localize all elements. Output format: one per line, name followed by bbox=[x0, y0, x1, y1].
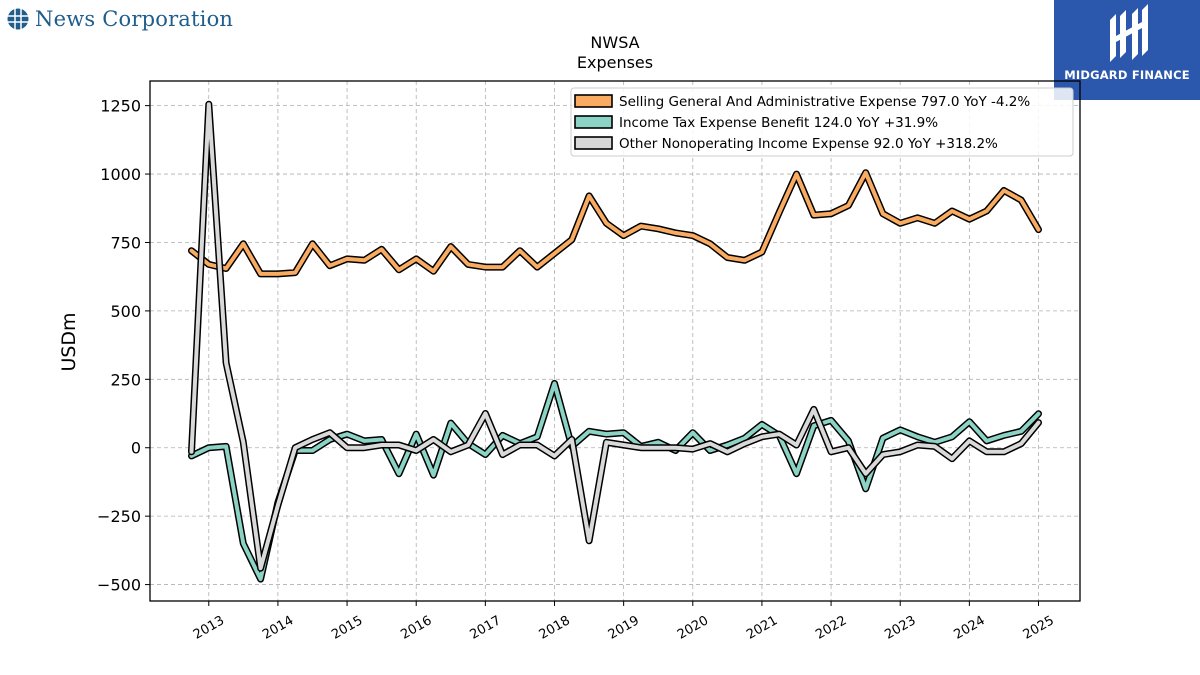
y-ticks: −500 −250 0 250 500 750 1000 1250 bbox=[97, 97, 150, 595]
watermark-text: MIDGARD FINANCE bbox=[1064, 68, 1190, 82]
chart-subtitle: Expenses bbox=[577, 53, 653, 72]
x-tick-label: 2023 bbox=[882, 613, 918, 643]
globe-icon bbox=[7, 8, 29, 30]
y-axis-label: USDm bbox=[58, 312, 80, 371]
brand-header: News Corporation bbox=[6, 4, 233, 34]
x-tick-label: 2020 bbox=[675, 613, 711, 643]
midgard-finance-logo: MIDGARD FINANCE bbox=[1054, 0, 1200, 100]
legend-label-2: Income Tax Expense Benefit 124.0 YoY +31… bbox=[619, 115, 938, 131]
legend-label-3: Other Nonoperating Income Expense 92.0 Y… bbox=[619, 136, 998, 152]
x-tick-label: 2024 bbox=[952, 613, 988, 643]
y-tick-label: 250 bbox=[110, 370, 141, 389]
midgard-logo-icon bbox=[1110, 4, 1148, 62]
x-tick-label: 2017 bbox=[468, 613, 504, 643]
legend-swatch-2 bbox=[574, 115, 613, 129]
plot-frame bbox=[149, 80, 1081, 602]
legend-label-1: Selling General And Administrative Expen… bbox=[619, 94, 1030, 110]
x-tick-label: 2015 bbox=[329, 613, 365, 643]
chart-title: NWSA bbox=[590, 33, 639, 52]
y-tick-label: −500 bbox=[97, 576, 141, 595]
x-tick-label: 2018 bbox=[537, 613, 573, 643]
series-line-3 bbox=[189, 102, 1041, 571]
series-outline-2 bbox=[188, 379, 1042, 583]
series-outline-1 bbox=[188, 169, 1042, 278]
y-tick-label: 750 bbox=[110, 233, 141, 252]
series-line-2 bbox=[189, 381, 1041, 582]
y-tick-label: 0 bbox=[131, 439, 141, 458]
x-tick-label: 2014 bbox=[260, 613, 296, 643]
x-ticks: 2013 2014 2015 2016 2017 2018 2019 2020 2021 2022… bbox=[191, 601, 1057, 643]
x-tick-label: 2022 bbox=[813, 613, 849, 643]
legend-swatch-3 bbox=[574, 136, 613, 150]
y-tick-label: 1250 bbox=[100, 97, 141, 116]
x-tick-label: 2025 bbox=[1021, 613, 1057, 643]
legend: Selling General And Administrative Expen… bbox=[570, 87, 1074, 157]
x-tick-label: 2013 bbox=[191, 613, 227, 643]
y-tick-label: −250 bbox=[97, 507, 141, 526]
brand-name: News Corporation bbox=[35, 7, 234, 31]
legend-box bbox=[570, 87, 1074, 157]
y-tick-label: 500 bbox=[110, 302, 141, 321]
legend-swatch-1 bbox=[574, 94, 613, 108]
x-tick-label: 2019 bbox=[606, 613, 642, 643]
x-tick-label: 2016 bbox=[398, 613, 434, 643]
grid bbox=[150, 81, 1080, 601]
series-line-1 bbox=[189, 170, 1041, 276]
series-lines bbox=[188, 100, 1042, 583]
x-tick-label: 2021 bbox=[744, 613, 780, 643]
y-tick-label: 1000 bbox=[100, 165, 141, 184]
